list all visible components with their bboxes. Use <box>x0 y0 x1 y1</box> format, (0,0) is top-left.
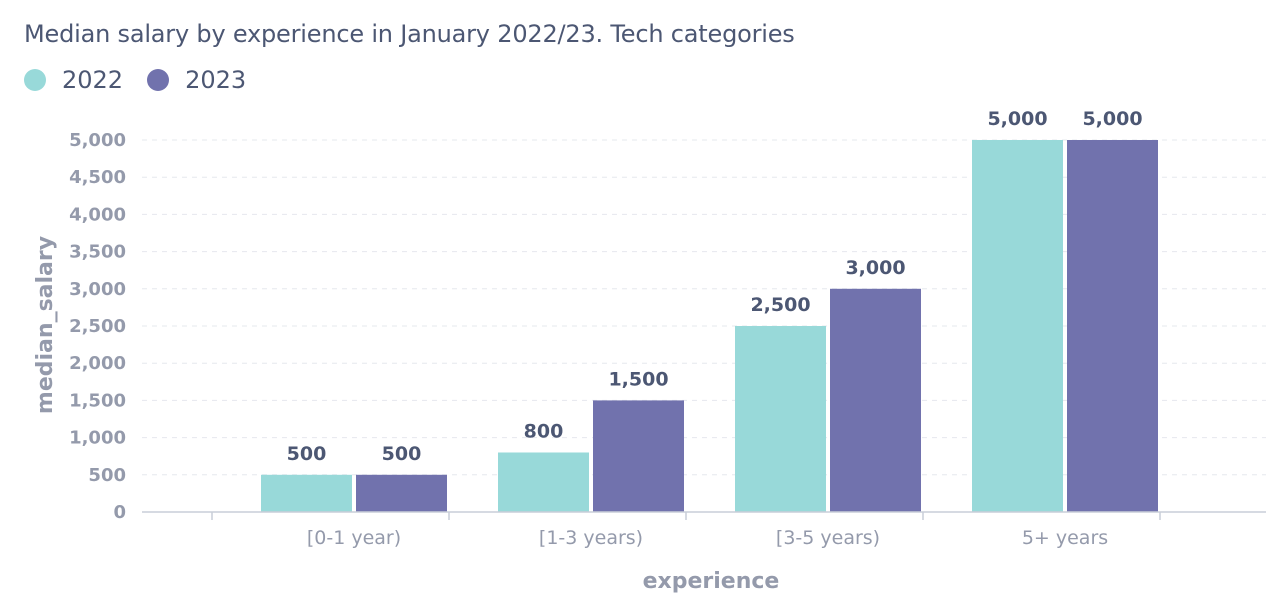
y-tick-label: 4,500 <box>69 167 126 188</box>
bar-2023[interactable] <box>356 474 447 512</box>
bar-value-label: 1,500 <box>608 368 668 390</box>
bar-value-label: 3,000 <box>845 257 905 279</box>
y-axis-ticks: 0 500 1,000 1,500 2,000 2,500 3,000 3,500 4,000 4… <box>69 130 126 523</box>
bar-value-label: 500 <box>287 443 327 465</box>
bar-2022[interactable] <box>735 326 826 512</box>
y-tick-label: 2,000 <box>69 353 126 374</box>
x-axis: [0-1 year) [1-3 years) [3-5 years) 5+ years <box>142 511 1266 549</box>
y-tick-label: 3,500 <box>69 242 126 263</box>
bar-2022[interactable] <box>261 474 352 512</box>
y-tick-label: 1,000 <box>69 428 126 449</box>
legend: 2022 2023 <box>24 66 246 94</box>
y-axis-title: median_salary <box>33 236 58 414</box>
y-tick-label: 2,500 <box>69 316 126 337</box>
bar-2022[interactable] <box>498 452 589 512</box>
y-tick-label: 1,500 <box>69 390 126 411</box>
chart-title: Median salary by experience in January 2… <box>24 20 795 48</box>
bar-2023[interactable] <box>830 288 921 512</box>
bars <box>261 140 1158 512</box>
bar-value-label: 500 <box>382 443 422 465</box>
y-tick-label: 5,000 <box>69 130 126 151</box>
y-tick-label: 4,000 <box>69 204 126 225</box>
y-tick-label: 0 <box>113 502 126 523</box>
bar-value-label: 800 <box>524 420 564 442</box>
legend-label-2022: 2022 <box>62 66 124 94</box>
x-tick-label: [1-3 years) <box>539 527 643 549</box>
legend-item-2022[interactable]: 2022 <box>24 66 123 94</box>
bar-2023[interactable] <box>593 400 684 512</box>
y-tick-label: 3,000 <box>69 279 126 300</box>
legend-label-2023: 2023 <box>185 66 247 94</box>
y-tick-label: 500 <box>88 465 126 486</box>
bar-2022[interactable] <box>972 140 1063 512</box>
legend-swatch-2023 <box>147 69 170 91</box>
legend-swatch-2022 <box>24 69 46 91</box>
bar-value-label: 5,000 <box>1082 108 1142 130</box>
bar-2023[interactable] <box>1067 140 1158 512</box>
x-tick-label: [3-5 years) <box>776 527 880 549</box>
data-labels: 500 500 800 1,500 2,500 3,000 5,000 5,000 <box>287 108 1143 465</box>
gridlines <box>142 139 1266 476</box>
legend-item-2023[interactable]: 2023 <box>147 66 246 94</box>
x-tick-label: [0-1 year) <box>307 527 401 549</box>
x-axis-title: experience <box>643 569 780 594</box>
x-tick-label: 5+ years <box>1022 527 1108 549</box>
bar-value-label: 2,500 <box>750 294 810 316</box>
bar-value-label: 5,000 <box>987 108 1047 130</box>
